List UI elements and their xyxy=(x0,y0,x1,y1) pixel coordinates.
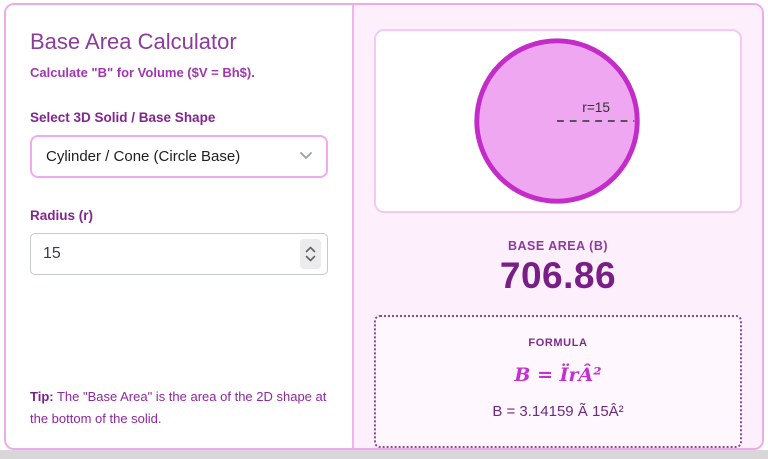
result-label: BASE AREA (B) xyxy=(507,239,609,253)
formula-label: FORMULA xyxy=(528,337,588,349)
page-title: Base Area Calculator xyxy=(30,29,237,54)
controls-panel: Base Area Calculator Calculate "B" for V… xyxy=(6,5,352,448)
radius-input-label: Radius (r) xyxy=(30,208,94,223)
chevron-down-icon xyxy=(298,147,314,167)
radius-annotation: r=15 xyxy=(582,100,610,115)
stepper-up-icon[interactable] xyxy=(305,246,316,253)
shape-visualization: r=15 xyxy=(374,29,742,213)
shape-select-label: Select 3D Solid / Base Shape xyxy=(30,110,216,125)
base-area-calculator-card: Base Area Calculator Calculate "B" for V… xyxy=(4,3,764,450)
formula-numeric: B = 3.14159 Ã 15Â² xyxy=(492,403,624,420)
tip-text: Tip: The "Base Area" is the area of the … xyxy=(30,388,327,426)
result-value: 706.86 xyxy=(499,255,617,296)
shape-select-value: Cylinder / Cone (Circle Base) xyxy=(46,148,241,165)
tip-label: Tip: xyxy=(30,388,54,404)
circle-shape xyxy=(474,38,640,204)
radius-input[interactable] xyxy=(33,245,300,263)
result-panel: r=15 BASE AREA (B) 706.86 FORMULA B = Ïr… xyxy=(352,5,762,448)
radius-input-wrapper xyxy=(30,233,328,275)
stepper-down-icon[interactable] xyxy=(305,255,316,262)
radius-stepper[interactable] xyxy=(300,239,321,269)
circle-diagram: r=15 xyxy=(474,38,640,204)
formula-box: FORMULA B = ÏrÂ² B = 3.14159 Ã 15Â² xyxy=(374,315,742,448)
page-subtitle: Calculate "B" for Volume ($V = Bh$). xyxy=(30,65,255,80)
shape-select[interactable]: Cylinder / Cone (Circle Base) xyxy=(30,135,328,178)
formula-symbolic: B = ÏrÂ² xyxy=(514,364,602,386)
